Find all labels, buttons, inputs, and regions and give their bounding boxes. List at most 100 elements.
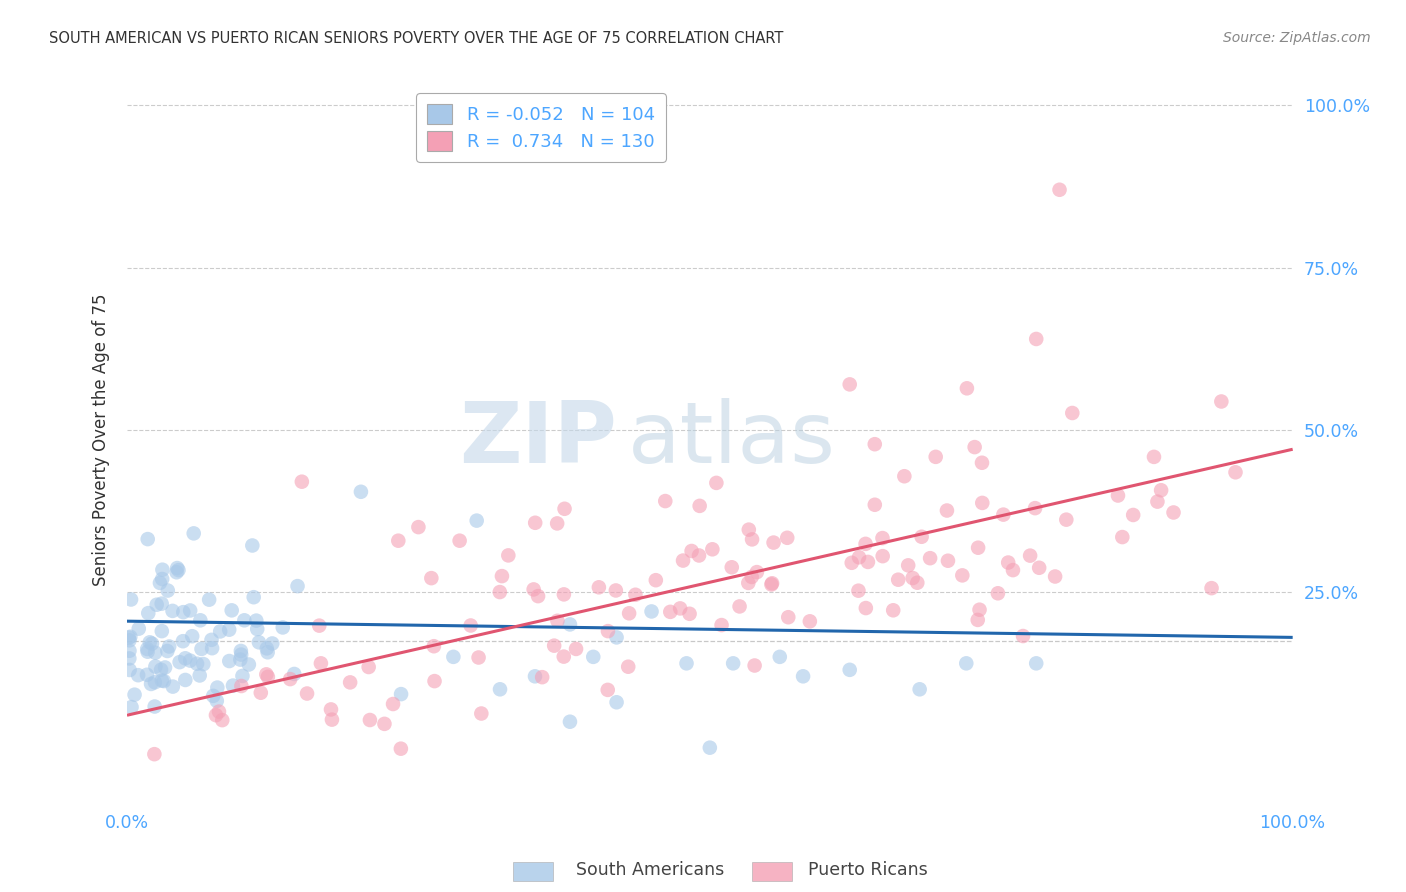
- Point: [737, 576, 759, 591]
- Point: [205, 708, 228, 723]
- Point: [143, 675, 166, 690]
- Point: [231, 669, 253, 683]
- Point: [423, 674, 446, 689]
- Point: [242, 591, 264, 605]
- Point: [617, 659, 640, 673]
- Point: [179, 654, 201, 668]
- Point: [967, 541, 990, 555]
- Point: [231, 679, 253, 693]
- Point: [546, 614, 568, 628]
- Point: [688, 549, 710, 563]
- Point: [249, 686, 271, 700]
- Point: [908, 682, 931, 697]
- Point: [156, 583, 179, 598]
- Point: [950, 568, 973, 582]
- Point: [558, 617, 581, 632]
- Point: [124, 688, 146, 702]
- Point: [897, 558, 920, 573]
- Point: [596, 682, 619, 697]
- Point: [145, 659, 167, 673]
- Point: [233, 613, 256, 627]
- Point: [993, 508, 1015, 522]
- Point: [149, 576, 172, 591]
- Point: [678, 607, 700, 621]
- Point: [205, 694, 228, 708]
- Point: [172, 634, 194, 648]
- Point: [1001, 563, 1024, 577]
- Point: [936, 554, 959, 568]
- Point: [150, 572, 173, 586]
- Point: [710, 618, 733, 632]
- Point: [855, 537, 877, 551]
- Point: [359, 713, 381, 727]
- Point: [202, 689, 225, 703]
- Point: [523, 582, 546, 597]
- Point: [848, 583, 870, 598]
- Point: [136, 642, 159, 657]
- Point: [970, 456, 993, 470]
- Point: [157, 640, 180, 654]
- Point: [143, 747, 166, 761]
- Point: [681, 544, 703, 558]
- Point: [1012, 629, 1035, 643]
- Point: [640, 604, 662, 618]
- Point: [287, 579, 309, 593]
- Text: atlas: atlas: [628, 398, 837, 481]
- Point: [702, 542, 724, 557]
- Point: [1122, 508, 1144, 522]
- Point: [911, 530, 934, 544]
- Point: [936, 503, 959, 517]
- Point: [624, 588, 647, 602]
- Point: [582, 649, 605, 664]
- Point: [966, 613, 988, 627]
- Point: [728, 599, 751, 614]
- Point: [669, 601, 692, 615]
- Point: [150, 663, 173, 677]
- Point: [856, 555, 879, 569]
- Point: [863, 437, 886, 451]
- Point: [271, 620, 294, 634]
- Point: [588, 580, 610, 594]
- Point: [955, 657, 977, 671]
- Point: [553, 587, 575, 601]
- Point: [190, 641, 212, 656]
- Point: [257, 670, 280, 684]
- Point: [120, 592, 142, 607]
- Point: [183, 526, 205, 541]
- Point: [488, 585, 510, 599]
- Point: [162, 680, 184, 694]
- Point: [218, 623, 240, 637]
- Point: [174, 651, 197, 665]
- Point: [792, 669, 814, 683]
- Point: [408, 520, 430, 534]
- Point: [229, 644, 252, 658]
- Point: [120, 630, 142, 644]
- Point: [972, 496, 994, 510]
- Point: [229, 652, 252, 666]
- Point: [201, 641, 224, 656]
- Point: [136, 667, 159, 681]
- Point: [221, 603, 243, 617]
- Point: [256, 645, 278, 659]
- Point: [720, 560, 742, 574]
- Point: [841, 556, 863, 570]
- Point: [887, 573, 910, 587]
- Point: [848, 550, 870, 565]
- Point: [218, 654, 240, 668]
- Point: [295, 686, 318, 700]
- Point: [1211, 394, 1233, 409]
- Point: [470, 706, 492, 721]
- Point: [118, 631, 141, 645]
- Point: [139, 635, 162, 649]
- Point: [969, 603, 991, 617]
- Point: [699, 740, 721, 755]
- Point: [150, 597, 173, 611]
- Point: [465, 514, 488, 528]
- Text: SOUTH AMERICAN VS PUERTO RICAN SENIORS POVERTY OVER THE AGE OF 75 CORRELATION CH: SOUTH AMERICAN VS PUERTO RICAN SENIORS P…: [49, 31, 783, 46]
- Point: [893, 469, 915, 483]
- Point: [278, 672, 301, 686]
- Point: [246, 622, 269, 636]
- Point: [987, 586, 1010, 600]
- Point: [254, 667, 277, 681]
- Point: [127, 668, 149, 682]
